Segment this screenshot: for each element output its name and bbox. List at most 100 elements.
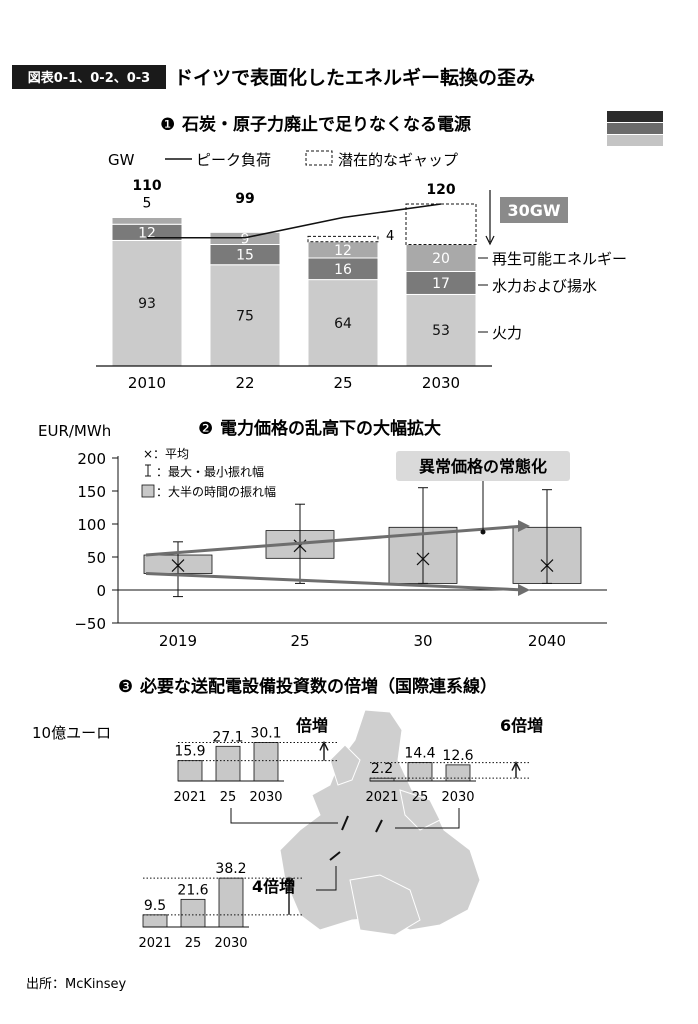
header-title: ドイツで表面化したエネルギー転換の歪み [174,66,535,89]
header-tag: 図表0-1、0-2、0-3 [28,70,150,86]
legend-box-label: ：大半の時間の振れ幅 [156,484,276,499]
bar-segment [111,217,183,225]
investment-value-label: 12.6 [442,748,473,764]
upper-trend-arrow [145,524,526,557]
bar-value-label: 5 [143,196,152,212]
x-tick-label: 2030 [422,374,460,392]
growth-annotation: 4倍増 [252,877,295,896]
bar-value-label: 9 [241,231,250,247]
investment-value-label: 9.5 [144,898,166,914]
bar-value-label: 12 [334,243,352,259]
total-label: 110 [132,178,161,194]
growth-arrow-head [319,740,329,751]
bar-value-label: 93 [138,296,156,312]
upper-trend-arrow-head [518,519,530,532]
gap-box [307,235,379,243]
chart-2-title: 電力価格の乱高下の大幅拡大 [220,418,441,439]
bar-value-label: 53 [432,323,450,339]
y-tick-label: 150 [77,483,106,501]
series-label-hydro: 水力および揚水 [492,277,597,295]
bar-value-label: 20 [432,251,450,267]
x-tick-label: 2030 [249,790,282,805]
callout-box [500,197,568,223]
flag-stripe-3 [607,135,663,146]
bar-segment [209,264,281,367]
x-tick-label: 25 [290,632,309,650]
x-tick-label: 25 [220,790,237,805]
chart-1-number: ❶ [160,115,175,135]
flag-stripe-2 [607,123,663,134]
connector-bracket-bottom [316,866,337,891]
investment-bar [177,760,203,782]
investment-bar [142,914,168,928]
connector-bracket-left [230,808,338,824]
legend-mean-label: ×：平均 [143,447,189,461]
gap-box [405,203,477,245]
investment-value-label: 21.6 [177,882,208,898]
chart-1-power-gap: ❶ 石炭・原子力廃止で足りなくなる電源 GW ピーク負荷 潜在的なギャップ 93… [96,111,663,392]
bar-value-label: 64 [334,316,352,332]
chart-1-unit: GW [108,151,135,169]
gap-label: 4 [386,229,394,244]
y-tick-label: 0 [96,582,106,600]
callout-arrow-head [485,235,495,246]
investment-bar [253,742,279,782]
x-tick-label: 30 [413,632,432,650]
mean-marker [540,559,554,573]
bar-value-label: 12 [138,225,156,241]
bar-value-label: 15 [236,248,254,264]
legend-range-label: ：最大・最小振れ幅 [156,464,264,479]
bar-segment [307,279,379,367]
x-tick-label: 2030 [441,790,474,805]
investment-value-label: 14.4 [404,746,435,762]
investment-bar [180,898,206,928]
flag-stripe-1 [607,111,663,122]
source-note: 出所：McKinsey [26,977,127,992]
mean-marker [171,559,185,573]
x-tick-label: 22 [235,374,254,392]
chart-2-callout-dot [480,529,486,535]
x-tick-label: 2010 [128,374,166,392]
chart-3-grid-investment: ❸ 必要な送配電設備投資数の倍増（国際連系線） 10億ユーロ 15.9 2021 2… [32,676,543,951]
x-tick-label: 2030 [214,936,247,951]
x-tick-label: 2021 [173,790,206,805]
investment-bar [218,877,244,928]
connector-mark-2 [375,819,383,833]
bar-segment [405,244,477,272]
header-tag-bg [12,65,166,89]
europe-map-icon [279,709,481,936]
x-tick-label: 25 [333,374,352,392]
investment-value-label: 27.1 [212,729,243,745]
investment-value-label: 38.2 [215,861,246,877]
chart-2-ylabel: EUR/MWh [38,422,111,440]
bar-segment [405,293,477,367]
y-tick-label: 50 [87,549,106,567]
callout-30gw: 30GW [507,201,560,220]
investment-value-label: 30.1 [250,725,281,741]
total-label: 99 [235,191,254,207]
lower-trend-arrow [145,572,526,592]
connector-mark-1 [341,815,349,831]
chart-3-unit: 10億ユーロ [32,724,111,742]
y-tick-label: 100 [77,516,106,534]
chart-1-title: 石炭・原子力廃止で足りなくなる電源 [181,114,471,135]
series-label-thermal: 火力 [492,324,522,342]
investment-value-label: 15.9 [174,744,205,760]
connector-mark-3 [329,851,341,861]
x-tick-label: 25 [185,936,202,951]
investment-value-label: 2.2 [371,761,393,777]
total-label: 120 [426,182,455,198]
growth-arrow-head [284,876,294,887]
chart-3-title: 必要な送配電設備投資数の倍増（国際連系線） [139,676,497,697]
lower-trend-arrow-head [518,584,530,596]
legend-gap-label: 潜在的なギャップ [338,151,458,169]
y-tick-label: 200 [77,450,106,468]
bar-segment [111,239,183,367]
bar-value-label: 17 [432,276,450,292]
legend-line-label: ピーク負荷 [196,151,271,169]
x-tick-label: 2040 [528,632,566,650]
x-tick-label: 2021 [365,790,398,805]
mean-marker [416,552,430,566]
chart-2-price-volatility: EUR/MWh ❷ 電力価格の乱高下の大幅拡大 200150100500−50 … [38,418,607,650]
